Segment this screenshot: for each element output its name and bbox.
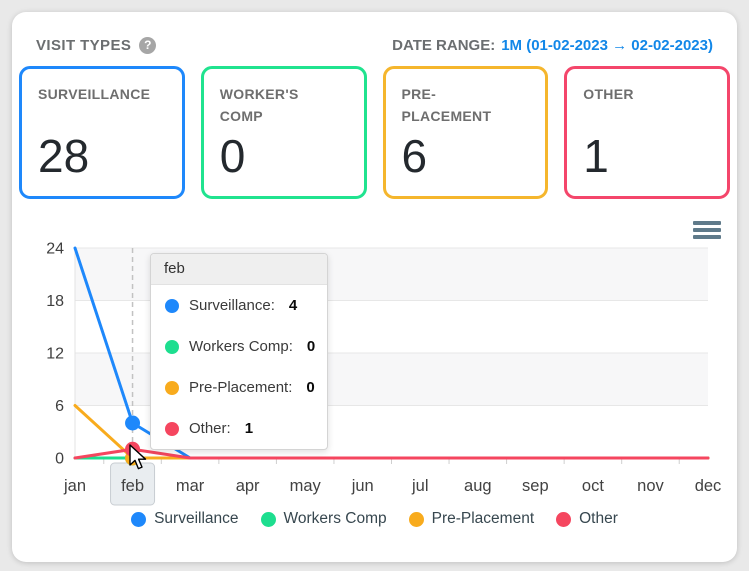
x-tick-label: apr <box>236 477 260 495</box>
legend-item-workers-comp[interactable]: Workers Comp <box>260 510 387 528</box>
x-tick-label: feb <box>121 477 144 495</box>
chart-tooltip: feb Surveillance: 4 Workers Comp: 0 Pre-… <box>150 253 328 450</box>
legend-label: Pre-Placement <box>431 510 535 527</box>
series-line-other[interactable] <box>73 447 710 460</box>
x-tick-label: nov <box>637 477 664 495</box>
x-tick-label: jan <box>63 477 86 495</box>
hover-marker-surveillance[interactable] <box>125 415 141 431</box>
surveillance-dot-icon <box>131 511 147 527</box>
legend-item-surveillance[interactable]: Surveillance <box>131 510 239 528</box>
tooltip-row: Surveillance: 4 <box>151 285 327 326</box>
x-tick-label: mar <box>176 477 205 495</box>
legend-label: Other <box>579 510 618 527</box>
date-range: DATE RANGE: 1M (01-02-2023 → 02-02-2023) <box>392 37 723 54</box>
card-label: OTHER <box>583 86 634 102</box>
title-wrap: VISIT TYPES ? <box>26 36 157 54</box>
stat-cards-row: SURVEILLANCE 28 WORKER'S COMP 0 PRE-PLAC… <box>19 66 730 199</box>
tooltip-label: Surveillance: <box>189 297 275 314</box>
y-tick-label: 0 <box>55 451 64 468</box>
card-label: SURVEILLANCE <box>38 86 151 102</box>
card-value: 28 <box>38 130 90 182</box>
card-pre-placement: PRE-PLACEMENT 6 <box>382 66 549 199</box>
workers-comp-dot-icon <box>165 339 179 354</box>
other-dot-icon <box>556 511 572 527</box>
x-tick-label: oct <box>582 477 604 495</box>
x-tick-label: aug <box>464 477 492 495</box>
page-title: VISIT TYPES <box>36 36 132 54</box>
card-value: 6 <box>401 130 428 182</box>
chart-legend: Surveillance Workers Comp Pre-Placement … <box>12 507 737 531</box>
card-value: 0 <box>219 130 246 182</box>
tooltip-row: Other: 1 <box>151 408 327 449</box>
workers-comp-dot-icon <box>260 511 276 527</box>
card-label: WORKER'S COMP <box>219 86 299 125</box>
tooltip-label: Other: <box>189 420 231 437</box>
x-tick-label: jul <box>411 477 429 495</box>
card-other: OTHER 1 <box>564 66 730 199</box>
pre-placement-dot-icon <box>165 380 179 395</box>
y-tick-label: 18 <box>46 293 64 310</box>
other-dot-icon <box>165 421 179 436</box>
date-range-label: DATE RANGE: <box>392 36 496 54</box>
panel-header: VISIT TYPES ? DATE RANGE: 1M (01-02-2023… <box>26 32 723 58</box>
date-range-value[interactable]: 1M (01-02-2023 → 02-02-2023) <box>501 36 713 54</box>
x-tick-label: jun <box>351 477 374 495</box>
card-label: PRE-PLACEMENT <box>401 86 492 125</box>
chart-menu-icon[interactable] <box>693 221 721 239</box>
x-tick-label: dec <box>695 477 722 495</box>
y-tick-label: 24 <box>46 241 64 258</box>
visits-line-chart[interactable]: 0 6 12 18 24 jan feb mar apr may jun jul aug sep oct no… <box>12 215 737 515</box>
surveillance-dot-icon <box>165 298 179 313</box>
tooltip-title: feb <box>151 254 327 285</box>
legend-item-other[interactable]: Other <box>556 510 618 528</box>
card-surveillance: SURVEILLANCE 28 <box>19 66 185 199</box>
tooltip-label: Workers Comp: <box>189 338 293 355</box>
visit-types-panel: VISIT TYPES ? DATE RANGE: 1M (01-02-2023… <box>12 12 737 562</box>
y-tick-label: 12 <box>46 346 64 363</box>
pre-placement-dot-icon <box>408 511 424 527</box>
legend-label: Surveillance <box>154 510 239 527</box>
tooltip-row: Pre-Placement: 0 <box>151 367 327 408</box>
help-icon[interactable]: ? <box>139 36 157 54</box>
tooltip-value: 0 <box>306 338 316 355</box>
tooltip-value: 4 <box>288 297 298 314</box>
y-tick-label: 6 <box>55 398 64 415</box>
x-tick-label: may <box>290 477 322 495</box>
legend-item-pre-placement[interactable]: Pre-Placement <box>408 510 535 528</box>
tooltip-value: 0 <box>306 379 315 396</box>
x-tick-label: sep <box>522 477 549 495</box>
tooltip-row: Workers Comp: 0 <box>151 326 327 367</box>
card-value: 1 <box>583 130 609 182</box>
tooltip-label: Pre-Placement: <box>189 379 293 396</box>
legend-label: Workers Comp <box>283 510 387 527</box>
hover-marker-other[interactable] <box>125 441 141 457</box>
card-workers-comp: WORKER'S COMP 0 <box>200 66 367 199</box>
tooltip-value: 1 <box>244 420 254 437</box>
